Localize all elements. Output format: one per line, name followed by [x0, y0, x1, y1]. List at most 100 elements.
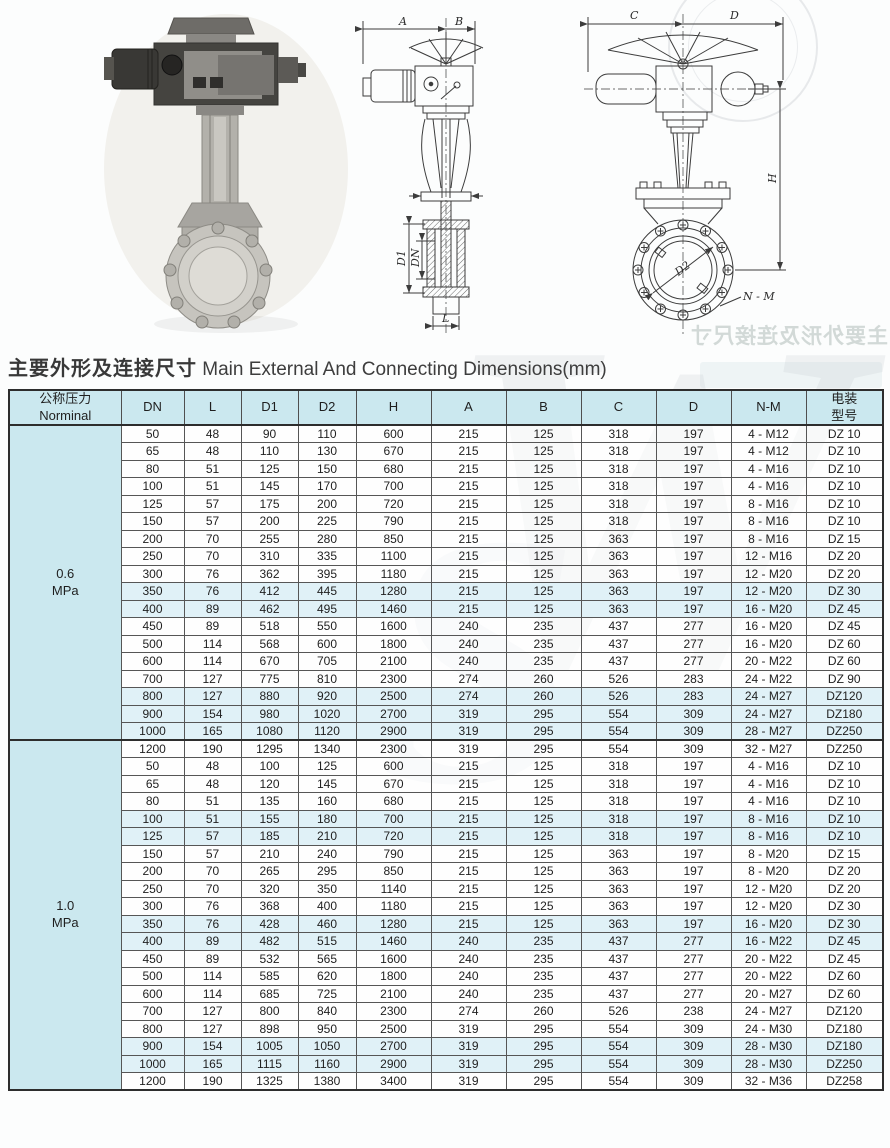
cell: 125 [505, 599, 582, 618]
cell: 76 [183, 914, 242, 933]
cell: 24 - M22 [730, 669, 807, 688]
cell: 670 [240, 652, 299, 671]
cell: 1160 [297, 1054, 357, 1073]
cell: DZ120 [805, 687, 884, 706]
cell: 495 [297, 599, 357, 618]
cell: 283 [655, 687, 732, 706]
dim-label-a: A [398, 15, 407, 28]
cell: 110 [297, 424, 357, 443]
cell: DZ 60 [805, 652, 884, 671]
cell: 318 [580, 774, 657, 793]
cell: 1280 [355, 582, 432, 601]
cell: 319 [430, 704, 507, 723]
cell: DZ258 [805, 1072, 884, 1091]
cell: 28 - M30 [730, 1037, 807, 1056]
cell: 395 [297, 564, 357, 583]
table-row: 700 127 800 840 2300 274 260 526 238 24 - M27 DZ12… [9, 1002, 884, 1021]
cell: DZ 60 [805, 967, 884, 986]
cell: 125 [505, 897, 582, 916]
cell: 680 [355, 792, 432, 811]
cell: 725 [297, 984, 357, 1003]
pressure-group-label: 0.6 MPa [8, 424, 122, 741]
cell: 363 [580, 862, 657, 881]
dim-label-dn: DN [409, 248, 422, 268]
table-row: 100 51 145 170 700 215 125 318 197 4 - M16 DZ 10 [9, 477, 884, 496]
cell: 2700 [355, 704, 432, 723]
cell: 125 [505, 844, 582, 863]
cell: 48 [183, 757, 242, 776]
cell: 600 [355, 424, 432, 443]
cell: 318 [580, 494, 657, 513]
table-row: 0.6 MPa 50 48 90 110 600 215 125 318 197 4 - M12 DZ… [8, 424, 884, 741]
cell: 80 [120, 792, 185, 811]
cell: 28 - M27 [730, 722, 807, 741]
cell: 4 - M16 [730, 459, 807, 478]
cell: 526 [580, 687, 657, 706]
cell: 362 [240, 564, 299, 583]
cell: 197 [655, 827, 732, 846]
cell: 2900 [355, 722, 432, 741]
cell: DZ180 [805, 1037, 884, 1056]
cell: 700 [120, 669, 185, 688]
cell: 1600 [355, 617, 432, 636]
cell: 197 [655, 844, 732, 863]
cell: 197 [655, 459, 732, 478]
cell: 125 [505, 862, 582, 881]
cell: 24 - M27 [730, 704, 807, 723]
cell: 554 [580, 722, 657, 741]
cell: 250 [120, 547, 185, 566]
cell: 810 [297, 669, 357, 688]
cell: 526 [580, 669, 657, 688]
cell: 235 [505, 617, 582, 636]
cell: 240 [430, 617, 507, 636]
cell: 482 [240, 932, 299, 951]
cell: 197 [655, 529, 732, 548]
table-row: 80 51 125 150 680 215 125 318 197 4 - M16 DZ 10 [9, 459, 884, 478]
cell: 295 [505, 1037, 582, 1056]
cell: 705 [297, 652, 357, 671]
bolt-circle [632, 219, 734, 321]
cell: 127 [183, 669, 242, 688]
cell: 4 - M12 [730, 442, 807, 461]
cell: 240 [430, 984, 507, 1003]
cell: DZ180 [805, 704, 884, 723]
cell: 700 [120, 1002, 185, 1021]
section-title-zh: 主要外形及连接尺寸 [8, 358, 197, 380]
column-header: 电装 型号 [805, 389, 884, 426]
column-header: N-M [730, 389, 807, 426]
cell: 197 [655, 547, 732, 566]
cell: 170 [297, 477, 357, 496]
table-row: 150 57 200 225 790 215 125 318 197 8 - M16 DZ 10 [9, 512, 884, 531]
cell: 280 [297, 529, 357, 548]
cell: DZ120 [805, 1002, 884, 1021]
cell: 1140 [355, 879, 432, 898]
cell: 125 [505, 494, 582, 513]
cell: 238 [655, 1002, 732, 1021]
cell: DZ 20 [805, 564, 884, 583]
cell: 790 [355, 844, 432, 863]
cell: 585 [240, 967, 299, 986]
cell: 215 [430, 757, 507, 776]
cell: 255 [240, 529, 299, 548]
cell: 700 [355, 477, 432, 496]
cell: 197 [655, 599, 732, 618]
cell: 197 [655, 424, 732, 443]
cell: 76 [183, 564, 242, 583]
cell: 197 [655, 774, 732, 793]
cell: 319 [430, 1072, 507, 1091]
column-header: B [505, 389, 582, 426]
cell: 335 [297, 547, 357, 566]
cell: 1120 [297, 722, 357, 741]
cell: 125 [505, 477, 582, 496]
cell: 240 [430, 949, 507, 968]
column-header: H [355, 389, 432, 426]
table-row: 800 127 880 920 2500 274 260 526 283 24 - M27 DZ12… [9, 687, 884, 706]
table-row: 150 57 210 240 790 215 125 363 197 8 - M20 DZ 15 [9, 844, 884, 863]
cell: 460 [297, 914, 357, 933]
cell: 319 [430, 739, 507, 758]
cell: 200 [120, 862, 185, 881]
cell: DZ250 [805, 722, 884, 741]
dim-label-b: B [454, 15, 463, 28]
cell: 1325 [240, 1072, 299, 1091]
cell: 277 [655, 617, 732, 636]
